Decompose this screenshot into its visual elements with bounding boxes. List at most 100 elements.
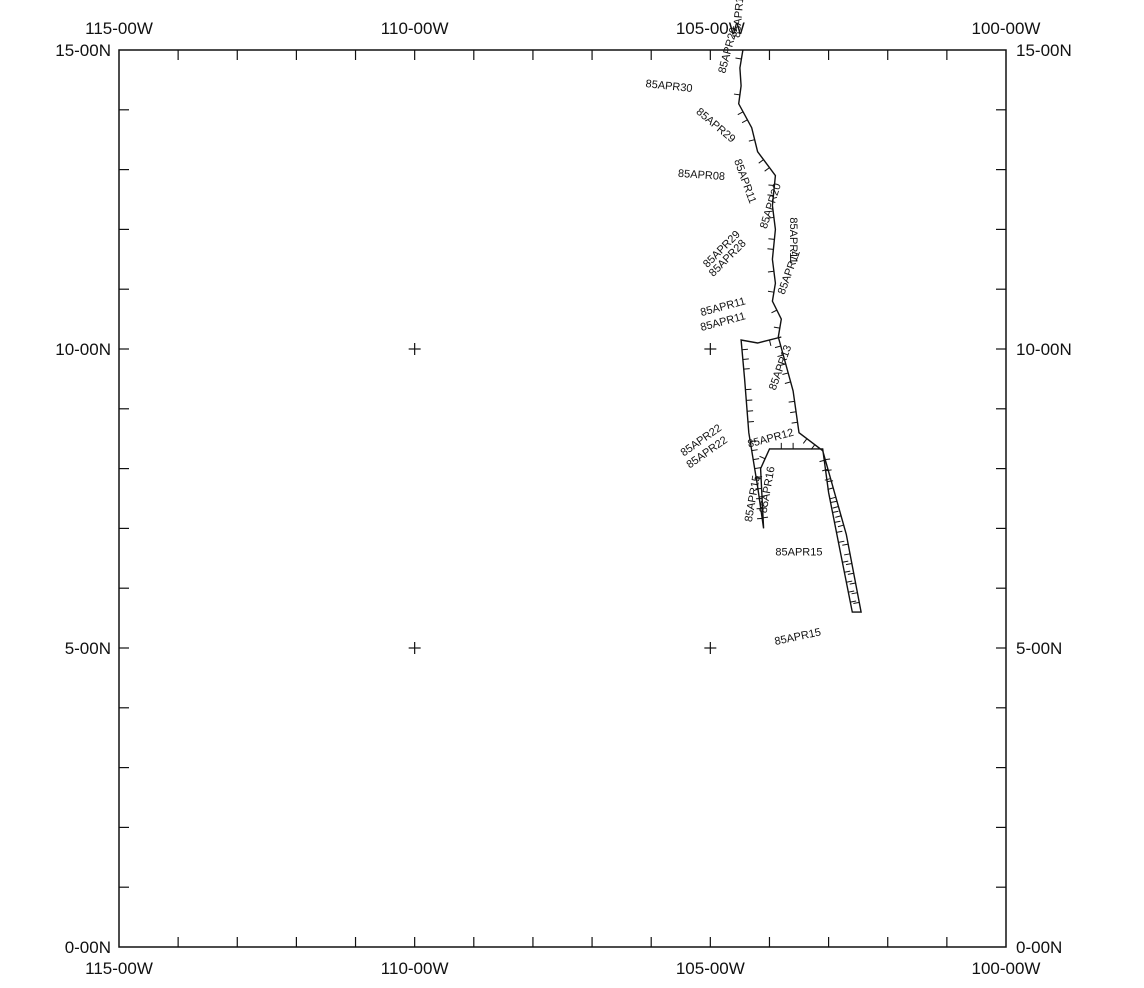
track-tick bbox=[824, 478, 831, 481]
track-date-label: 85APR11 bbox=[731, 158, 758, 206]
grid-crosses bbox=[408, 343, 717, 654]
track-tick bbox=[759, 455, 766, 460]
track-date-label: 85APR08 bbox=[678, 168, 726, 183]
track-tick bbox=[768, 184, 775, 187]
latitude-label-right: 15-00N bbox=[1016, 41, 1072, 60]
track-tick bbox=[777, 354, 784, 358]
longitude-label-top: 100-00W bbox=[972, 19, 1041, 38]
track-ticks bbox=[733, 57, 860, 605]
latitude-labels: 15-00N 15-00N 10-00N 10-00N 5-00N 5-00N 0-00N 0… bbox=[55, 41, 1072, 957]
track-tick bbox=[758, 159, 764, 164]
track-tick bbox=[824, 458, 831, 461]
track-tick bbox=[851, 592, 858, 595]
track-tick bbox=[771, 309, 778, 314]
track-tick bbox=[737, 111, 744, 116]
track-tick bbox=[750, 440, 757, 443]
track-date-label: 85APR15 bbox=[774, 626, 823, 648]
track-tick bbox=[842, 560, 849, 563]
track-date-label: 85APR20 bbox=[758, 182, 784, 230]
track-tick bbox=[773, 326, 780, 329]
latitude-label-left: 15-00N bbox=[55, 41, 111, 60]
track-tick bbox=[825, 469, 832, 472]
track-date-label: 85APR11 bbox=[787, 217, 799, 263]
track-tick bbox=[849, 582, 856, 585]
track-tick bbox=[844, 570, 851, 573]
track-tick bbox=[827, 480, 834, 483]
track-tick bbox=[790, 411, 797, 414]
grid-cross bbox=[704, 343, 717, 355]
longitude-label-bottom: 115-00W bbox=[85, 959, 153, 978]
latitude-label-left: 5-00N bbox=[65, 639, 111, 658]
track-tick bbox=[832, 505, 839, 509]
track-tick bbox=[791, 421, 798, 424]
longitude-label-bottom: 105-00W bbox=[676, 959, 745, 978]
track-tick bbox=[827, 487, 834, 490]
track-tick bbox=[853, 601, 860, 605]
track-date-labels: 85APR3085APR2085APR1185APR2985APR1185APR… bbox=[645, 0, 823, 648]
track-tick bbox=[767, 290, 774, 293]
track-tick bbox=[759, 495, 766, 498]
track-tick bbox=[837, 524, 844, 528]
track-tick bbox=[753, 458, 760, 461]
track-tick bbox=[846, 580, 853, 583]
longitude-label-top: 110-00W bbox=[381, 19, 449, 38]
track-tick bbox=[822, 468, 829, 472]
track-tick bbox=[810, 444, 816, 450]
track-date-label: 85APR11 bbox=[731, 0, 747, 38]
ship-track-line bbox=[737, 49, 862, 613]
track-tick bbox=[743, 368, 750, 370]
track-tick bbox=[779, 363, 786, 367]
track-tick bbox=[850, 600, 857, 603]
track-tick bbox=[784, 381, 791, 384]
latitude-label-right: 5-00N bbox=[1016, 639, 1062, 658]
longitude-label-bottom: 100-00W bbox=[972, 959, 1041, 978]
map-frame bbox=[118, 49, 1007, 948]
track-tick bbox=[741, 119, 748, 124]
track-date-label: 85APR13 bbox=[767, 344, 794, 392]
track-tick bbox=[741, 348, 748, 351]
track-tick bbox=[847, 572, 854, 575]
track-tick bbox=[748, 139, 755, 142]
edge-ticks bbox=[119, 50, 1006, 947]
longitude-label-top: 115-00W bbox=[85, 19, 153, 38]
track-tick bbox=[733, 93, 740, 96]
track-tick bbox=[842, 543, 849, 546]
latitude-label-right: 0-00N bbox=[1016, 938, 1062, 957]
track-tick bbox=[830, 500, 837, 503]
longitude-labels: 115-00W 115-00W 110-00W 110-00W 105-00W 105-0… bbox=[85, 19, 1040, 978]
track-tick bbox=[764, 167, 770, 172]
track-tick bbox=[760, 506, 767, 508]
longitude-label-bottom: 110-00W bbox=[381, 959, 449, 978]
track-date-label: 85APR15 bbox=[775, 546, 822, 558]
latitude-label-left: 0-00N bbox=[65, 938, 111, 957]
track-tick bbox=[767, 270, 774, 273]
track-date-label: 85APR12 bbox=[746, 427, 795, 451]
track-tick bbox=[834, 520, 841, 523]
track-tick bbox=[832, 510, 839, 513]
track-tick bbox=[829, 496, 836, 500]
track-tick bbox=[782, 372, 789, 375]
track-tick bbox=[768, 339, 772, 346]
track-tick bbox=[767, 248, 774, 250]
track-tick bbox=[735, 57, 742, 60]
track-tick bbox=[767, 216, 774, 219]
track-tick bbox=[835, 515, 842, 518]
track-tick bbox=[802, 438, 808, 444]
track-tick bbox=[774, 345, 781, 349]
latitude-label-right: 10-00N bbox=[1016, 340, 1072, 359]
grid-cross bbox=[408, 343, 421, 355]
track-tick bbox=[788, 400, 795, 403]
track-date-label: 85APR11 bbox=[776, 249, 803, 297]
track-tick bbox=[762, 516, 769, 519]
track-tick bbox=[754, 467, 761, 470]
grid-cross bbox=[408, 642, 421, 654]
track-date-label: 85APR30 bbox=[645, 78, 693, 95]
track-tick bbox=[838, 540, 845, 543]
track-tick bbox=[845, 563, 852, 566]
grid-cross bbox=[704, 642, 717, 654]
track-tick bbox=[756, 476, 763, 479]
longitude-label-top: 105-00W bbox=[676, 19, 745, 38]
track-date-label: 85APR29 bbox=[694, 106, 738, 145]
track-tick bbox=[767, 194, 774, 197]
